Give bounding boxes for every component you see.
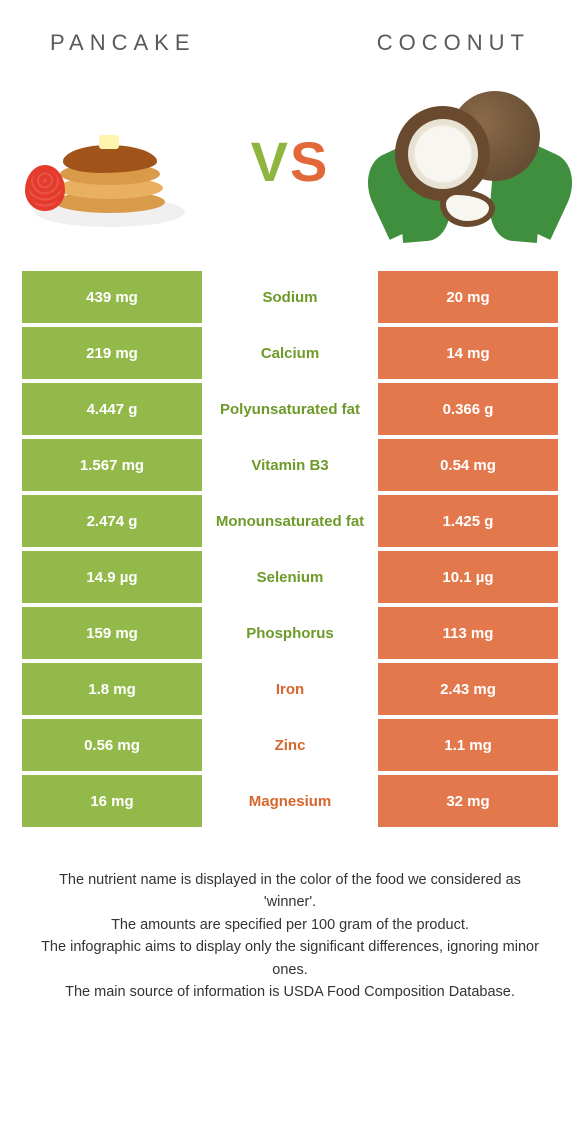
nutrient-name: Iron (202, 663, 378, 715)
nutrient-name: Monounsaturated fat (202, 495, 378, 547)
left-value: 2.474 g (22, 495, 202, 547)
nutrient-name: Magnesium (202, 775, 378, 827)
nutrient-name: Sodium (202, 271, 378, 323)
nutrient-row: 4.447 gPolyunsaturated fat0.366 g (22, 383, 558, 435)
left-value: 1.567 mg (22, 439, 202, 491)
nutrient-name: Calcium (202, 327, 378, 379)
nutrient-row: 0.56 mgZinc1.1 mg (22, 719, 558, 771)
nutrient-row: 2.474 gMonounsaturated fat1.425 g (22, 495, 558, 547)
right-value: 113 mg (378, 607, 558, 659)
right-value: 2.43 mg (378, 663, 558, 715)
nutrient-name: Selenium (202, 551, 378, 603)
nutrient-name: Phosphorus (202, 607, 378, 659)
nutrient-row: 219 mgCalcium14 mg (22, 327, 558, 379)
right-value: 0.366 g (378, 383, 558, 435)
right-value: 14 mg (378, 327, 558, 379)
left-value: 16 mg (22, 775, 202, 827)
nutrient-row: 159 mgPhosphorus113 mg (22, 607, 558, 659)
right-value: 20 mg (378, 271, 558, 323)
nutrient-name: Polyunsaturated fat (202, 383, 378, 435)
footer-notes: The nutrient name is displayed in the co… (0, 831, 580, 1004)
coconut-image (370, 81, 570, 241)
footer-line: The infographic aims to display only the… (36, 936, 544, 981)
left-value: 0.56 mg (22, 719, 202, 771)
vs-label: VS (251, 129, 330, 194)
left-value: 159 mg (22, 607, 202, 659)
nutrient-table: 439 mgSodium20 mg219 mgCalcium14 mg4.447… (0, 271, 580, 827)
nutrient-row: 14.9 µgSelenium10.1 µg (22, 551, 558, 603)
right-value: 32 mg (378, 775, 558, 827)
nutrient-name: Vitamin B3 (202, 439, 378, 491)
footer-line: The main source of information is USDA F… (36, 981, 544, 1003)
footer-line: The nutrient name is displayed in the co… (36, 869, 544, 914)
nutrient-row: 1.8 mgIron2.43 mg (22, 663, 558, 715)
right-value: 1.425 g (378, 495, 558, 547)
nutrient-name: Zinc (202, 719, 378, 771)
nutrient-row: 439 mgSodium20 mg (22, 271, 558, 323)
left-value: 1.8 mg (22, 663, 202, 715)
hero-row: VS (0, 71, 580, 271)
left-value: 439 mg (22, 271, 202, 323)
right-value: 0.54 mg (378, 439, 558, 491)
food-left-title: PANCAKE (50, 30, 196, 56)
right-value: 10.1 µg (378, 551, 558, 603)
nutrient-row: 1.567 mgVitamin B30.54 mg (22, 439, 558, 491)
pancake-image (10, 81, 210, 241)
food-right-title: COCONUT (377, 30, 530, 56)
footer-line: The amounts are specified per 100 gram o… (36, 914, 544, 936)
left-value: 4.447 g (22, 383, 202, 435)
right-value: 1.1 mg (378, 719, 558, 771)
left-value: 14.9 µg (22, 551, 202, 603)
left-value: 219 mg (22, 327, 202, 379)
nutrient-row: 16 mgMagnesium32 mg (22, 775, 558, 827)
